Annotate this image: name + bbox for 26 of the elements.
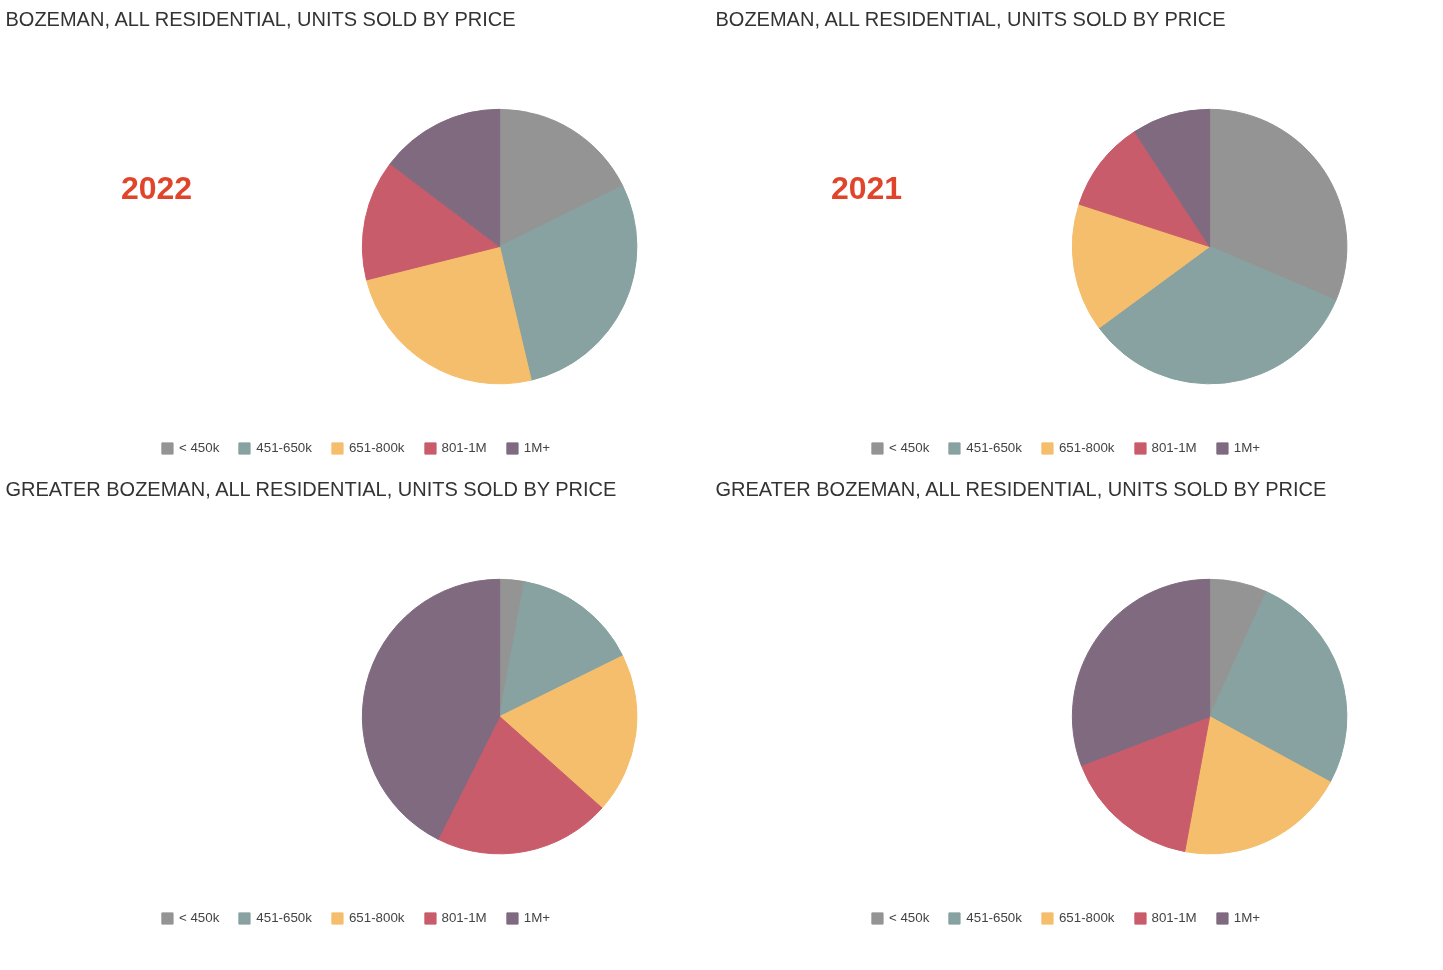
legend-label: < 450k [888,440,930,455]
text: 2022 [120,169,193,206]
legend-label: < 450k [178,440,220,455]
chart-title: GREATER BOZEMAN, ALL RESIDENTIAL, UNITS SOLD BY PRICE [715,477,1327,500]
legend-label: 451-650k [256,440,312,455]
text: 2021 [830,169,903,206]
legend-label: 1M+ [1233,440,1261,455]
legend-label: 451-650k [256,910,312,925]
legend-label: 651-800k [348,910,405,925]
legend-label: < 450k [888,910,930,925]
chart-title: GREATER BOZEMAN, ALL RESIDENTIAL, UNITS SOLD BY PRICE [5,477,617,500]
legend-label: 451-650k [966,440,1022,455]
legend-label: 801-1M [441,910,487,925]
legend-label: 1M+ [1233,910,1261,925]
legend-label: 651-800k [348,440,405,455]
legend-label: 801-1M [1151,440,1197,455]
legend-label: 1M+ [523,440,551,455]
chart-title: BOZEMAN, ALL RESIDENTIAL, UNITS SOLD BY PRICE [5,7,516,30]
legend-label: 651-800k [1058,910,1115,925]
chart-title: BOZEMAN, ALL RESIDENTIAL, UNITS SOLD BY PRICE [715,7,1226,30]
legend-label: 1M+ [523,910,551,925]
legend-label: 651-800k [1058,440,1115,455]
legend-label: 451-650k [966,910,1022,925]
legend-label: < 450k [178,910,220,925]
legend-label: 801-1M [1151,910,1197,925]
legend-label: 801-1M [441,440,487,455]
